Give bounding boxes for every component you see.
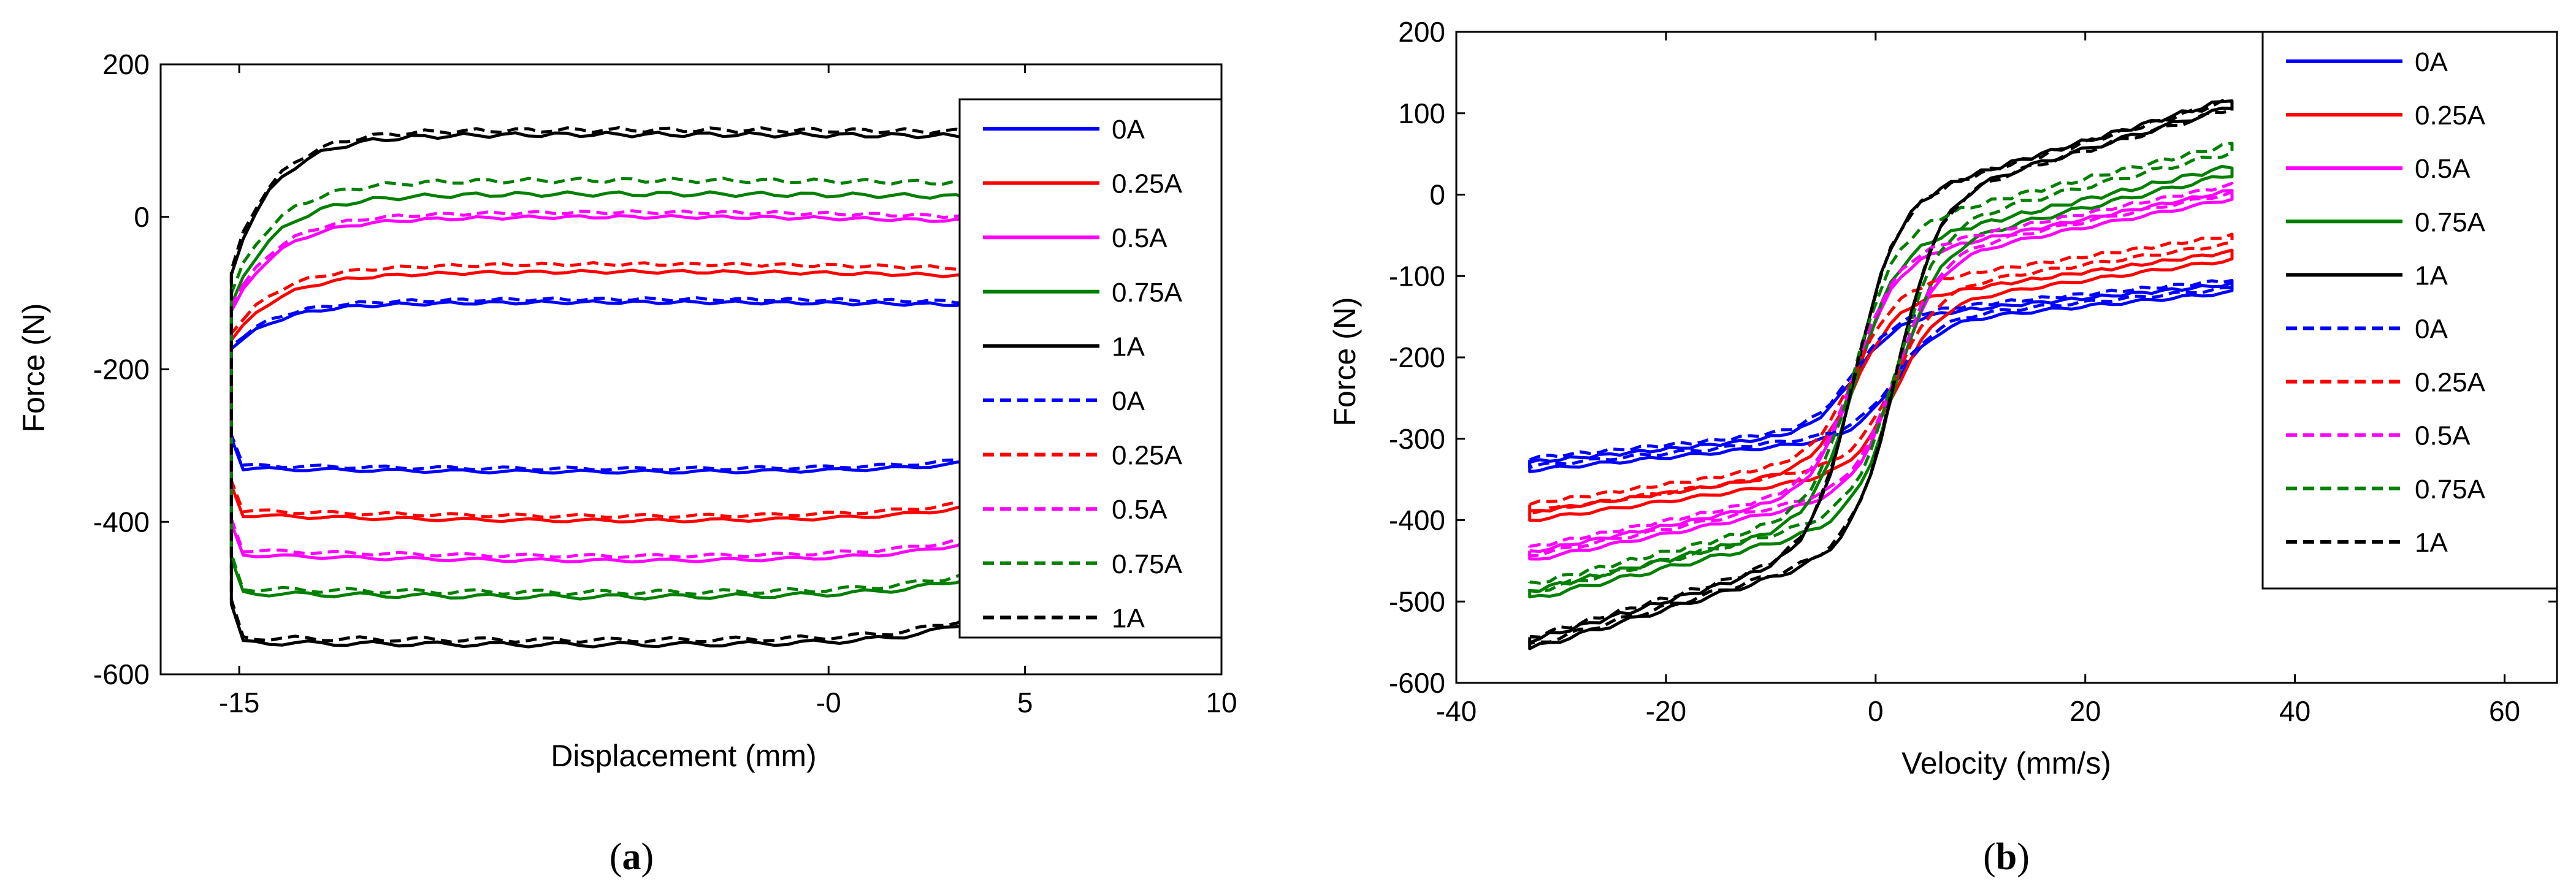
y-tick-label: 200	[1398, 16, 1445, 48]
y-tick-label: 100	[1398, 97, 1445, 129]
legend-label: 1A	[2415, 528, 2448, 558]
x-tick-label: 5	[1017, 687, 1033, 718]
y-tick-label: -400	[1389, 505, 1445, 536]
x-tick-label: 0	[1868, 695, 1884, 727]
series-line-0A-dashed	[229, 296, 1034, 472]
y-tick-label: -200	[1389, 341, 1445, 373]
series-line-0_75A-solid	[1528, 164, 2234, 599]
legend-label: 0.5A	[2415, 421, 2471, 451]
legend-box	[2261, 31, 2558, 590]
y-tick-label: -500	[1389, 585, 1445, 617]
y-tick-label: 200	[102, 48, 150, 80]
panel-b-curves	[1528, 99, 2234, 650]
panel-b-legend: 0A 0.25A 0.5A 0.75A 1A 0A 0.25A 0.5A 0.75A 1A	[2261, 31, 2558, 590]
legend-label: 1A	[1112, 603, 1145, 633]
series-line-0A-dashed	[1528, 279, 2234, 470]
panel-b-x-axis-label: Velocity (mm/s)	[1901, 746, 2111, 780]
series-line-0_25A-dashed	[1528, 232, 2234, 516]
panel-a-ticks: -15 -0 5 10 -600 -400 -200 0 200	[93, 48, 1237, 718]
y-tick-label: -600	[93, 658, 150, 690]
x-tick-label: -0	[816, 687, 841, 718]
panel-b-caption-letter: b	[1996, 836, 2017, 878]
legend-label: 0.75A	[1112, 278, 1183, 308]
y-tick-label: -200	[93, 354, 150, 386]
panel-a-y-axis-label: Force (N)	[17, 303, 51, 432]
x-tick-label: 60	[2489, 695, 2520, 727]
panel-a-x-axis-label: Displacement (mm)	[551, 739, 816, 773]
legend-label: 0.5A	[2415, 154, 2471, 184]
series-line-0_5A-dashed	[1528, 181, 2234, 558]
panel-a-caption-letter: a	[622, 836, 641, 878]
x-tick-label: 40	[2279, 695, 2310, 727]
legend-label: 0A	[2415, 47, 2448, 77]
series-line-0A-solid	[1528, 281, 2234, 473]
x-tick-label: 10	[1206, 687, 1237, 718]
y-tick-label: -300	[1389, 423, 1445, 455]
panel-b-caption: (b)	[1983, 836, 2030, 878]
panel-b-caption-open: (	[1983, 836, 1996, 878]
legend-label: 0.5A	[1112, 223, 1168, 253]
panel-a-chart: -15 -0 5 10 -600 -400 -200 0 200 Displacement (m…	[17, 48, 1237, 878]
legend-label: 1A	[1112, 332, 1145, 362]
y-tick-label: -600	[1389, 667, 1445, 699]
legend-label: 0.75A	[2415, 474, 2486, 505]
legend-label: 0A	[1112, 386, 1145, 416]
legend-label: 0.75A	[1112, 549, 1183, 579]
series-line-0_5A-dashed	[229, 209, 1034, 559]
panel-b-ticks: -40 -20 0 20 40 60-600-500-400-300-200-100010…	[1389, 16, 2557, 727]
x-tick-label: -40	[1436, 695, 1477, 727]
y-tick-label: 0	[1429, 179, 1445, 211]
panel-b-chart: -40 -20 0 20 40 60-600-500-400-300-200-100010…	[1328, 16, 2558, 878]
legend-label: 0.25A	[1112, 169, 1183, 199]
y-tick-label: -100	[1389, 260, 1445, 292]
x-tick-label: -15	[219, 687, 259, 718]
legend-label: 0.25A	[1112, 441, 1183, 471]
legend-label: 0.75A	[2415, 207, 2486, 237]
x-tick-label: -20	[1646, 695, 1686, 727]
panel-a-caption: (a)	[610, 836, 654, 878]
series-line-0_25A-solid	[1528, 248, 2234, 522]
series-line-0_5A-solid	[1528, 189, 2234, 561]
panel-b-y-axis-label: Force (N)	[1328, 297, 1362, 426]
panel-a-caption-open: (	[610, 836, 622, 878]
series-line-0_75A-dashed	[1528, 142, 2234, 593]
y-tick-label: -400	[93, 506, 150, 538]
panel-a-legend: 0A 0.25A 0.5A 0.75A 1A 0A 0.25A 0.5A 0.75A 1A	[958, 98, 1223, 639]
series-line-0_25A-dashed	[229, 261, 1034, 519]
panel-b-caption-close: )	[2017, 836, 2030, 878]
panel-a-caption-close: )	[641, 836, 654, 878]
legend-label: 0A	[1112, 115, 1145, 145]
legend-label: 0.25A	[2415, 101, 2486, 131]
y-tick-label: 0	[134, 201, 150, 233]
series-line-1A-dashed	[1528, 99, 2234, 645]
legend-box	[958, 98, 1223, 639]
legend-label: 1A	[2415, 261, 2448, 291]
legend-label: 0.5A	[1112, 495, 1168, 525]
legend-label: 0A	[2415, 314, 2448, 345]
legend-label: 0.25A	[2415, 368, 2486, 398]
x-tick-label: 20	[2070, 695, 2101, 727]
